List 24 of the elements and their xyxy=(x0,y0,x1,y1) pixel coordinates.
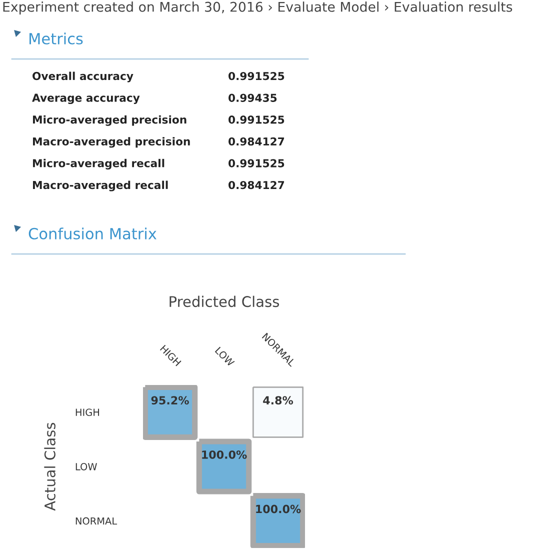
data-label: 0.991525 xyxy=(228,159,284,168)
category-label: Micro-averaged recall xyxy=(32,158,164,170)
data-label: 0.991525 xyxy=(228,72,284,80)
text: Metrics xyxy=(30,32,83,44)
data-label: 0.99435 xyxy=(228,94,277,102)
data-label: 0.991525 xyxy=(228,116,284,124)
y-tick-label: NORMAL xyxy=(76,517,118,525)
data-label: 95.2% xyxy=(151,396,189,405)
category-label: Average accuracy xyxy=(32,94,140,104)
chart-title: Confusion Matrix xyxy=(28,228,156,240)
category-label: Overall accuracy xyxy=(32,72,134,82)
data-label: 0.984127 xyxy=(228,137,284,146)
data-label: 100.0% xyxy=(256,504,301,514)
data-label: 100.0% xyxy=(202,450,247,459)
category-label: Macro-averaged precision xyxy=(32,137,190,148)
x-axis-title: Predicted Class xyxy=(170,296,280,308)
y-axis-title: Actual Class xyxy=(44,422,56,511)
data-label: 4.8% xyxy=(263,396,294,405)
y-tick-label: LOW xyxy=(76,462,97,470)
category-label: Macro-averaged recall xyxy=(32,180,168,192)
category-label: Micro-averaged precision xyxy=(32,115,186,126)
text: Experiment created on March 30, 2016 › Evaluate Model › Evaluation results xyxy=(3,2,512,14)
y-tick-label: HIGH xyxy=(76,408,100,416)
data-label: 0.984127 xyxy=(228,180,284,190)
